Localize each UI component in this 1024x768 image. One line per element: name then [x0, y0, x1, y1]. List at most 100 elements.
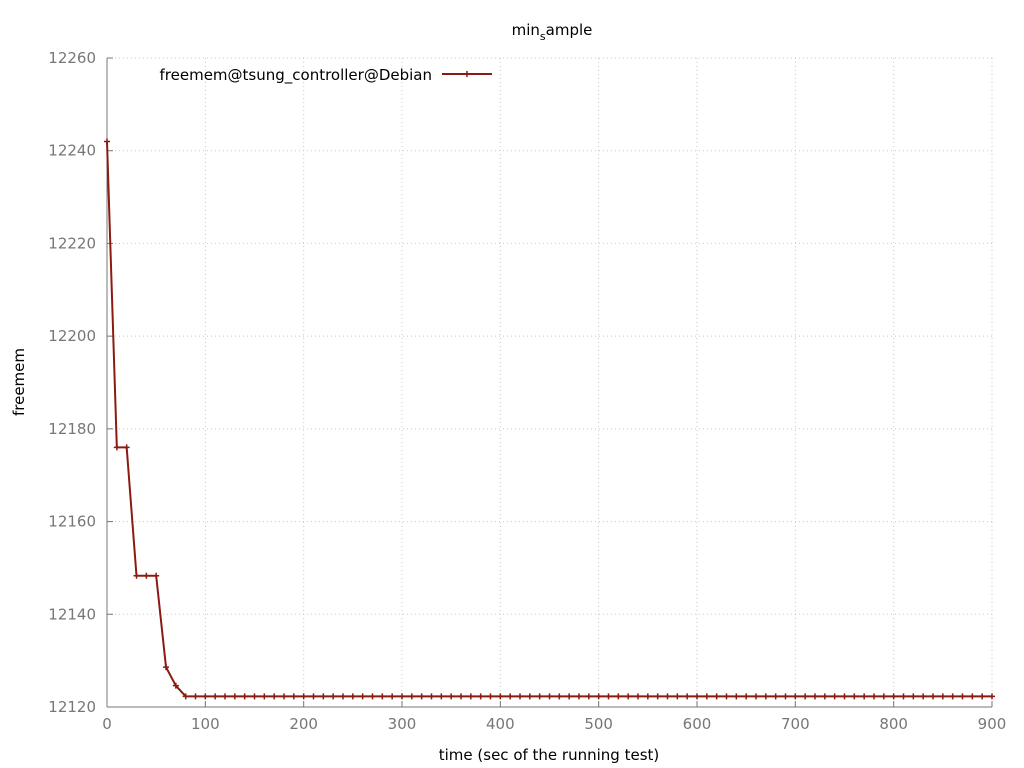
- data-point: [743, 693, 750, 700]
- data-point: [782, 693, 789, 700]
- data-point: [202, 693, 209, 700]
- data-point: [733, 693, 740, 700]
- y-tick-label: 12200: [48, 327, 96, 345]
- x-tick-label: 300: [388, 715, 417, 733]
- data-point: [143, 572, 150, 579]
- x-tick-label: 500: [584, 715, 613, 733]
- data-point: [821, 693, 828, 700]
- data-point: [271, 693, 278, 700]
- data-point: [222, 693, 228, 700]
- data-point: [507, 693, 514, 700]
- data-point: [930, 693, 936, 700]
- x-tick-label: 900: [978, 715, 1007, 733]
- data-point: [517, 693, 523, 700]
- data-point: [349, 693, 356, 700]
- data-point: [182, 693, 189, 700]
- data-point: [792, 693, 799, 700]
- data-point: [330, 693, 337, 700]
- data-point: [389, 693, 396, 700]
- data-point: [212, 693, 219, 700]
- y-tick-label: 12120: [48, 698, 96, 716]
- data-point: [192, 693, 199, 700]
- data-point: [861, 693, 868, 700]
- data-point: [654, 693, 661, 700]
- data-point: [231, 693, 238, 700]
- data-point: [438, 693, 445, 700]
- y-tick-label: 12260: [48, 49, 96, 67]
- data-point: [113, 444, 120, 451]
- data-point: [841, 693, 848, 700]
- y-tick-label: 12140: [48, 605, 96, 623]
- data-point: [536, 693, 543, 700]
- data-point: [812, 693, 818, 700]
- data-point: [566, 693, 573, 700]
- data-point: [920, 693, 927, 700]
- chart-title: minsample: [512, 21, 593, 43]
- x-tick-label: 700: [781, 715, 810, 733]
- data-point: [605, 693, 612, 700]
- data-point: [753, 693, 759, 700]
- data-point: [300, 693, 307, 700]
- data-point: [458, 693, 464, 700]
- y-tick-label: 12240: [48, 142, 96, 160]
- data-point: [585, 693, 592, 700]
- grid: [107, 57, 993, 707]
- data-point: [467, 693, 474, 700]
- data-point: [546, 693, 553, 700]
- data-point: [172, 682, 179, 689]
- data-point: [664, 693, 671, 700]
- data-point: [723, 693, 730, 700]
- x-tick-label: 0: [102, 715, 112, 733]
- data-point: [989, 693, 995, 700]
- data-point: [104, 138, 110, 145]
- data-point: [802, 693, 809, 700]
- x-tick-label: 200: [289, 715, 318, 733]
- y-tick-label: 12180: [48, 420, 96, 438]
- data-point: [310, 693, 317, 700]
- data-point: [713, 693, 720, 700]
- data-point: [261, 693, 268, 700]
- data-point: [979, 693, 986, 700]
- data-point: [576, 693, 582, 700]
- data-point: [625, 693, 632, 700]
- data-point: [556, 693, 563, 700]
- data-point: [340, 693, 346, 700]
- data-point: [772, 693, 779, 700]
- data-point: [880, 693, 887, 700]
- data-point: [241, 693, 248, 700]
- series-line: [106, 141, 992, 698]
- data-point: [762, 693, 769, 700]
- x-tick-label: 400: [486, 715, 515, 733]
- data-point: [595, 693, 602, 700]
- data-point: [635, 693, 641, 700]
- data-point: [900, 693, 907, 700]
- data-point: [290, 693, 297, 700]
- y-axis-label: freemem: [10, 348, 28, 416]
- data-point: [684, 693, 691, 700]
- data-point: [428, 693, 435, 700]
- data-point: [910, 693, 917, 700]
- data-point: [418, 693, 425, 700]
- data-point: [408, 693, 415, 700]
- data-point: [890, 693, 897, 700]
- y-tick-label: 12160: [48, 513, 96, 531]
- data-point: [251, 693, 258, 700]
- data-point: [123, 444, 130, 451]
- data-point: [939, 693, 946, 700]
- data-point: [694, 693, 700, 700]
- data-point: [703, 693, 710, 700]
- data-point: [399, 693, 405, 700]
- data-point: [487, 693, 494, 700]
- series-layer: [104, 138, 995, 700]
- data-point: [526, 693, 533, 700]
- data-point: [959, 693, 966, 700]
- data-point: [497, 693, 504, 700]
- y-tick-label: 12220: [48, 234, 96, 252]
- data-point: [281, 693, 287, 700]
- data-point: [359, 693, 366, 700]
- legend-swatch: [442, 71, 492, 77]
- x-tick-label: 800: [879, 715, 908, 733]
- data-point: [644, 693, 651, 700]
- data-point: [477, 693, 484, 700]
